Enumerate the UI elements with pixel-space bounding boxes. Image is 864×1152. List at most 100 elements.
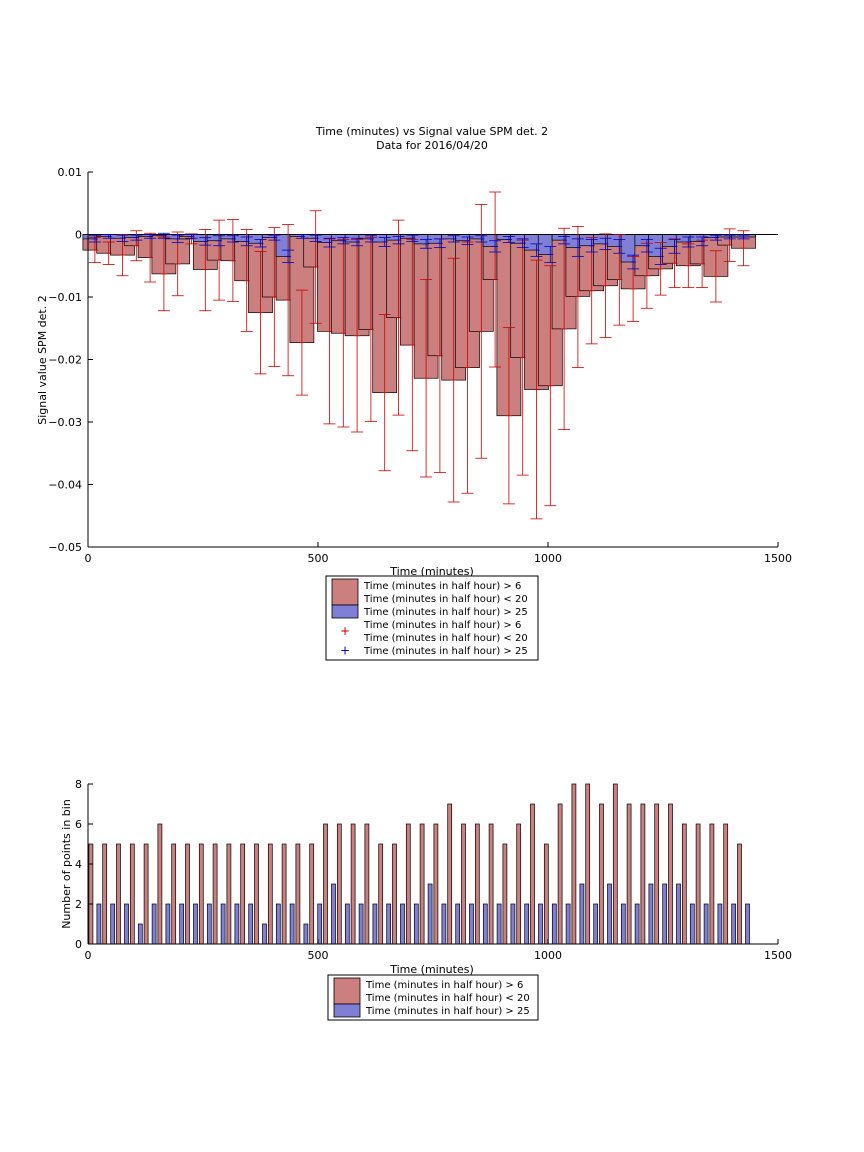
count-bar <box>157 823 163 945</box>
count-legend: Time (minutes in half hour) > 6 Time (min… <box>327 974 539 1021</box>
count-bar <box>516 823 522 945</box>
legend-label: Time (minutes in half hour) > 25 <box>363 607 528 618</box>
count-bar <box>350 823 356 945</box>
count-bar <box>262 923 267 945</box>
x-tick-label: 1000 <box>534 949 562 962</box>
y-tick-label: −0.05 <box>48 541 82 554</box>
count-bar <box>745 903 750 945</box>
legend-label: Time (minutes in half hour) > 6 <box>363 620 521 631</box>
legend-marker: + <box>340 624 350 638</box>
count-bar <box>295 843 301 945</box>
count-bar <box>474 823 480 945</box>
count-bar <box>386 903 392 945</box>
count-bar <box>538 903 543 945</box>
x-tick-label: 1500 <box>764 949 792 962</box>
count-bar <box>137 923 143 945</box>
count-bar <box>502 843 508 945</box>
count-bar <box>620 903 626 945</box>
legend-box <box>327 974 539 1021</box>
x-tick-label: 1500 <box>764 552 792 565</box>
legend-label: Time (minutes in half hour) > 25 <box>363 646 528 657</box>
chart-title: Time (minutes) vs Signal value SPM det. … <box>315 125 548 138</box>
count-bar <box>585 783 591 945</box>
count-bar <box>129 843 135 945</box>
count-bar <box>88 843 94 945</box>
count-bar <box>510 903 516 945</box>
count-bar <box>400 903 405 945</box>
count-bar <box>441 903 447 945</box>
count-bar <box>455 903 461 945</box>
count-bar <box>419 823 425 945</box>
count-bar <box>551 903 557 945</box>
legend-label: Time (minutes in half hour) > 6 <box>365 980 523 991</box>
count-bar <box>668 803 673 945</box>
count-bar <box>358 903 364 945</box>
legend-label: Time (minutes in half hour) > 25 <box>365 1006 530 1017</box>
count-bar <box>378 843 384 945</box>
count-bar <box>709 823 715 945</box>
count-bar <box>593 903 599 945</box>
signal-axes: 0 500 1000 1500 −0.05 −0.04 −0.03 −0.02 −0.01 0 0.… <box>48 166 792 565</box>
y-tick-label: 6 <box>75 818 82 831</box>
count-bar <box>309 843 315 945</box>
y-tick-label: 4 <box>75 858 82 871</box>
count-bar <box>695 823 701 945</box>
count-bar <box>267 843 273 945</box>
count-bar <box>565 903 571 945</box>
count-bar <box>676 883 681 945</box>
x-tick-label: 500 <box>308 949 329 962</box>
count-bar <box>413 903 419 945</box>
count-bar <box>571 783 577 945</box>
count-bar <box>254 843 259 945</box>
count-axes: 0 500 1000 1500 0 2 4 6 8 <box>75 778 792 962</box>
count-bar <box>344 903 350 945</box>
count-bar <box>607 883 612 945</box>
count-bar <box>336 823 342 945</box>
count-bar <box>392 843 397 945</box>
count-bar <box>427 883 433 945</box>
count-bar <box>171 843 177 945</box>
signal-y-axis-label: Signal value SPM det. 2 <box>36 295 49 425</box>
count-bar <box>405 823 411 945</box>
chart-subtitle: Data for 2016/04/20 <box>376 139 488 152</box>
count-bar <box>323 823 328 945</box>
count-bar <box>717 903 723 945</box>
count-bar <box>634 903 640 945</box>
count-bar <box>482 903 488 945</box>
count-bar <box>543 843 549 945</box>
count-bar <box>461 823 466 945</box>
count-bar <box>220 903 226 945</box>
count-bar <box>579 883 585 945</box>
count-bar <box>206 903 212 945</box>
count-bar <box>185 843 190 945</box>
y-tick-label: 2 <box>75 898 82 911</box>
signal-legend: Time (minutes in half hour) > 6 Time (min… <box>325 575 539 661</box>
y-tick-label: −0.02 <box>48 354 82 367</box>
legend-swatch <box>331 604 359 619</box>
count-bar <box>248 903 254 945</box>
count-y-axis-label: Number of points in bin <box>60 799 73 929</box>
legend-marker: + <box>340 644 350 658</box>
x-tick-label: 500 <box>308 552 329 565</box>
count-bar <box>530 803 535 945</box>
x-tick-label: 0 <box>85 552 92 565</box>
count-bar <box>737 843 742 945</box>
legend-label: Time (minutes in half hour) < 20 <box>363 633 528 644</box>
signal-x-axis-label: Time (minutes) <box>389 565 474 578</box>
y-tick-label: −0.01 <box>48 291 82 304</box>
legend-swatch <box>331 578 359 606</box>
count-chart: 0 500 1000 1500 0 2 4 6 8 Time (minutes) Number … <box>60 778 792 1021</box>
count-bar <box>640 803 646 945</box>
count-bar <box>648 883 654 945</box>
x-tick-label: 1000 <box>534 552 562 565</box>
legend-box <box>325 575 539 661</box>
count-bar <box>116 843 121 945</box>
count-bar <box>226 843 232 945</box>
count-bar <box>151 903 157 945</box>
count-bar <box>599 803 604 945</box>
count-bar <box>289 903 295 945</box>
count-bar <box>179 903 185 945</box>
count-bar <box>331 883 336 945</box>
count-bar <box>654 803 660 945</box>
